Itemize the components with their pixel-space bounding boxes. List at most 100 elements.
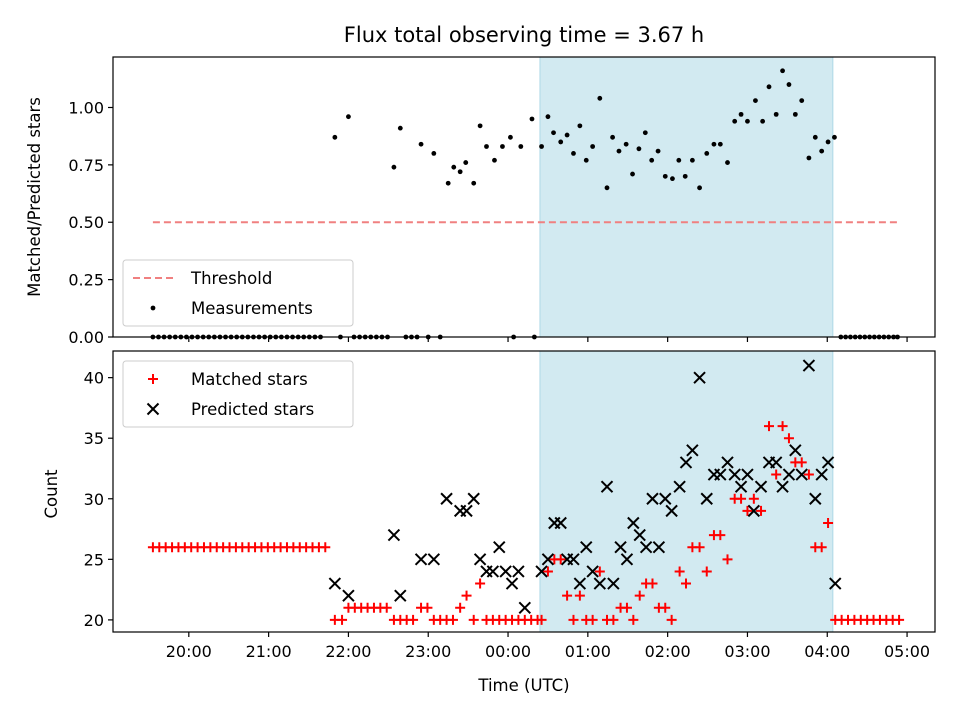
measurement-point <box>738 111 744 117</box>
matched-star-point <box>555 554 566 565</box>
measurement-point <box>431 150 437 156</box>
measurement-point <box>642 130 648 136</box>
predicted-star-point <box>414 553 428 566</box>
y-tick-label: 0.00 <box>68 328 104 347</box>
predicted-star-point <box>659 492 672 505</box>
x-tick-label: 21:00 <box>246 642 292 661</box>
measurement-point <box>551 130 556 136</box>
top-panel: 0.00 0.25 0.50 0.75 1.00 Threshold Measurement… <box>68 56 936 347</box>
measurement-point <box>676 157 682 163</box>
predicted-star-point <box>734 480 748 493</box>
matched-star-point <box>756 505 767 516</box>
predicted-star-point <box>789 444 802 457</box>
predicted-star-point <box>427 553 441 566</box>
measurement-point <box>451 164 457 170</box>
predicted-star-point <box>795 468 808 481</box>
predicted-star-point <box>467 492 480 505</box>
measurement-point <box>484 144 489 149</box>
measurement-point <box>786 82 792 87</box>
measurement-point <box>597 95 603 101</box>
legend-box <box>122 259 354 327</box>
predicted-star-point <box>342 589 355 602</box>
matched-star-point <box>694 542 705 553</box>
matched-star-point <box>823 517 834 528</box>
matched-star-point <box>674 566 685 577</box>
predicted-star-point <box>686 444 699 457</box>
predicted-star-point <box>728 468 741 481</box>
measurement-point <box>832 134 837 140</box>
matched-star-point <box>736 493 747 504</box>
predicted-star-point <box>607 577 620 590</box>
measurement-point <box>773 111 779 117</box>
predicted-star-point <box>714 468 727 481</box>
matched-star-point <box>771 469 782 480</box>
measurement-point <box>518 144 524 149</box>
matched-star-point <box>722 554 733 565</box>
matched-star-point <box>455 602 466 613</box>
matched-star-point <box>748 493 759 504</box>
measurement-point <box>636 146 642 152</box>
predicted-star-point <box>693 371 706 384</box>
measurement-point <box>670 176 675 182</box>
predicted-star-point <box>541 553 555 566</box>
measurement-point <box>577 123 583 129</box>
measurement-point <box>732 118 738 124</box>
measurement-point <box>590 144 596 149</box>
predicted-star-point <box>440 492 453 505</box>
measurement-point <box>682 173 688 179</box>
measurement-point <box>477 123 483 129</box>
x-tick-label: 23:00 <box>405 642 451 661</box>
y-tick-label: 40 <box>84 369 104 388</box>
y-tick-label: 1.00 <box>68 98 104 117</box>
measurement-point <box>649 157 655 163</box>
predicted-star-point <box>821 456 835 469</box>
measurement-point <box>825 139 831 145</box>
measurement-point <box>346 114 351 120</box>
matched-star-point <box>594 566 605 577</box>
predicted-star-point <box>493 541 506 554</box>
matched-star-point <box>660 602 671 613</box>
predicted-star-point <box>460 504 473 518</box>
chart-title: Flux total observing time = 3.67 h <box>344 23 704 47</box>
measurement-point <box>418 141 424 147</box>
matched-star-point <box>764 421 775 432</box>
y-tick-label: 0.75 <box>68 156 104 175</box>
matched-star-point <box>894 614 905 625</box>
predicted-star-point <box>518 601 532 614</box>
y-tick-label: 30 <box>84 490 104 509</box>
matched-star-point <box>422 602 433 613</box>
measurement-point <box>819 148 825 154</box>
y-tick-label: 0.25 <box>68 271 104 290</box>
predicted-star-point <box>473 553 487 566</box>
bottom-panel: 20:00 21:00 22:00 23:00 00:00 01:00 02:00 03:00… <box>84 350 936 661</box>
predicted-star-point <box>741 468 754 481</box>
legend-predicted-swatch <box>146 402 160 416</box>
x-tick-label: 02:00 <box>645 642 691 661</box>
predicted-star-point <box>567 553 580 566</box>
matched-star-point <box>381 602 392 613</box>
predicted-star-point <box>499 565 512 578</box>
predicted-star-point <box>776 480 789 493</box>
predicted-star-point <box>802 359 816 372</box>
measurement-point <box>662 173 668 179</box>
predicted-star-point <box>394 589 407 602</box>
measurement-point <box>397 125 403 131</box>
bottom-y-axis-label: Count <box>42 469 61 519</box>
predicted-star-point <box>580 541 593 554</box>
predicted-star-point <box>387 528 401 542</box>
y-tick-label: 20 <box>84 611 104 630</box>
matched-star-point <box>783 433 794 444</box>
x-axis-label: Time (UTC) <box>477 676 569 695</box>
measurement-point <box>492 157 497 163</box>
predicted-star-point <box>754 480 768 493</box>
matched-star-point <box>816 542 827 553</box>
predicted-star-point <box>505 577 519 590</box>
plot-frame <box>112 56 936 338</box>
measurement-point <box>610 134 615 140</box>
measurement-point <box>583 157 589 163</box>
measurement-point <box>529 116 535 122</box>
predicted-star-point <box>593 577 607 590</box>
measurement-point <box>616 148 622 154</box>
measurement-point <box>766 84 772 90</box>
predicted-star-point <box>586 565 599 578</box>
